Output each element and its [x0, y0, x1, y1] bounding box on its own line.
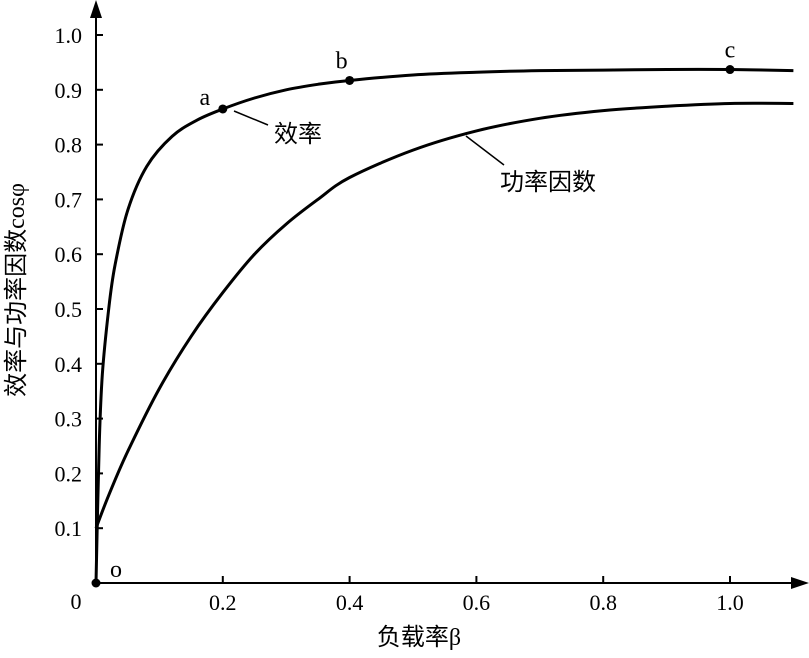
- power-factor-leader-line: [465, 135, 505, 166]
- y-tick-label: 0.4: [55, 352, 83, 377]
- y-axis-arrow: [90, 0, 102, 18]
- point-a-marker: [218, 104, 228, 114]
- x-tick-label: 0.2: [209, 590, 237, 615]
- x-tick-label: 0.4: [336, 590, 364, 615]
- x-ticks: 0.2 0.4 0.6 0.8 1.0: [209, 576, 744, 615]
- curves: [94, 67, 794, 584]
- power-factor-label: 功率因数: [500, 169, 596, 196]
- efficiency-curve: [94, 67, 794, 584]
- x-axis-arrow: [791, 577, 809, 589]
- y-axis-label: 效率与功率因数cosφ: [3, 183, 30, 397]
- efficiency-label: 效率: [274, 121, 322, 148]
- y-tick-label: 0.3: [55, 407, 83, 432]
- point-c-label: c: [725, 38, 736, 64]
- y-tick-label: 0.1: [55, 516, 83, 541]
- y-tick-label: 0.8: [55, 133, 83, 158]
- efficiency-leader-line: [233, 110, 269, 126]
- point-b-label: b: [336, 48, 348, 74]
- x-tick-label: 1.0: [716, 590, 744, 615]
- power-factor-curve: [94, 101, 794, 529]
- point-b-marker: [345, 75, 355, 85]
- y-tick-label: 1.0: [55, 23, 83, 48]
- x-tick-label: 0.8: [589, 590, 617, 615]
- point-c-marker: [725, 65, 735, 75]
- point-o-label: o: [110, 557, 122, 583]
- x-axis-label: 负载率β: [377, 624, 461, 651]
- y-tick-label: 0.6: [55, 242, 83, 267]
- y-tick-label: 0.9: [55, 78, 83, 103]
- origin-label: 0: [71, 589, 82, 614]
- y-tick-label: 0.2: [55, 461, 83, 486]
- y-tick-label: 0.5: [55, 297, 83, 322]
- y-ticks: 0.1 0.2 0.3 0.4 0.5 0.6 0.7 0.8 0.9 1.0: [55, 23, 103, 541]
- x-tick-label: 0.6: [463, 590, 491, 615]
- y-tick-label: 0.7: [55, 187, 83, 212]
- point-a-label: a: [199, 85, 210, 111]
- marked-points: o a b c: [91, 38, 736, 588]
- point-o-marker: [91, 578, 101, 588]
